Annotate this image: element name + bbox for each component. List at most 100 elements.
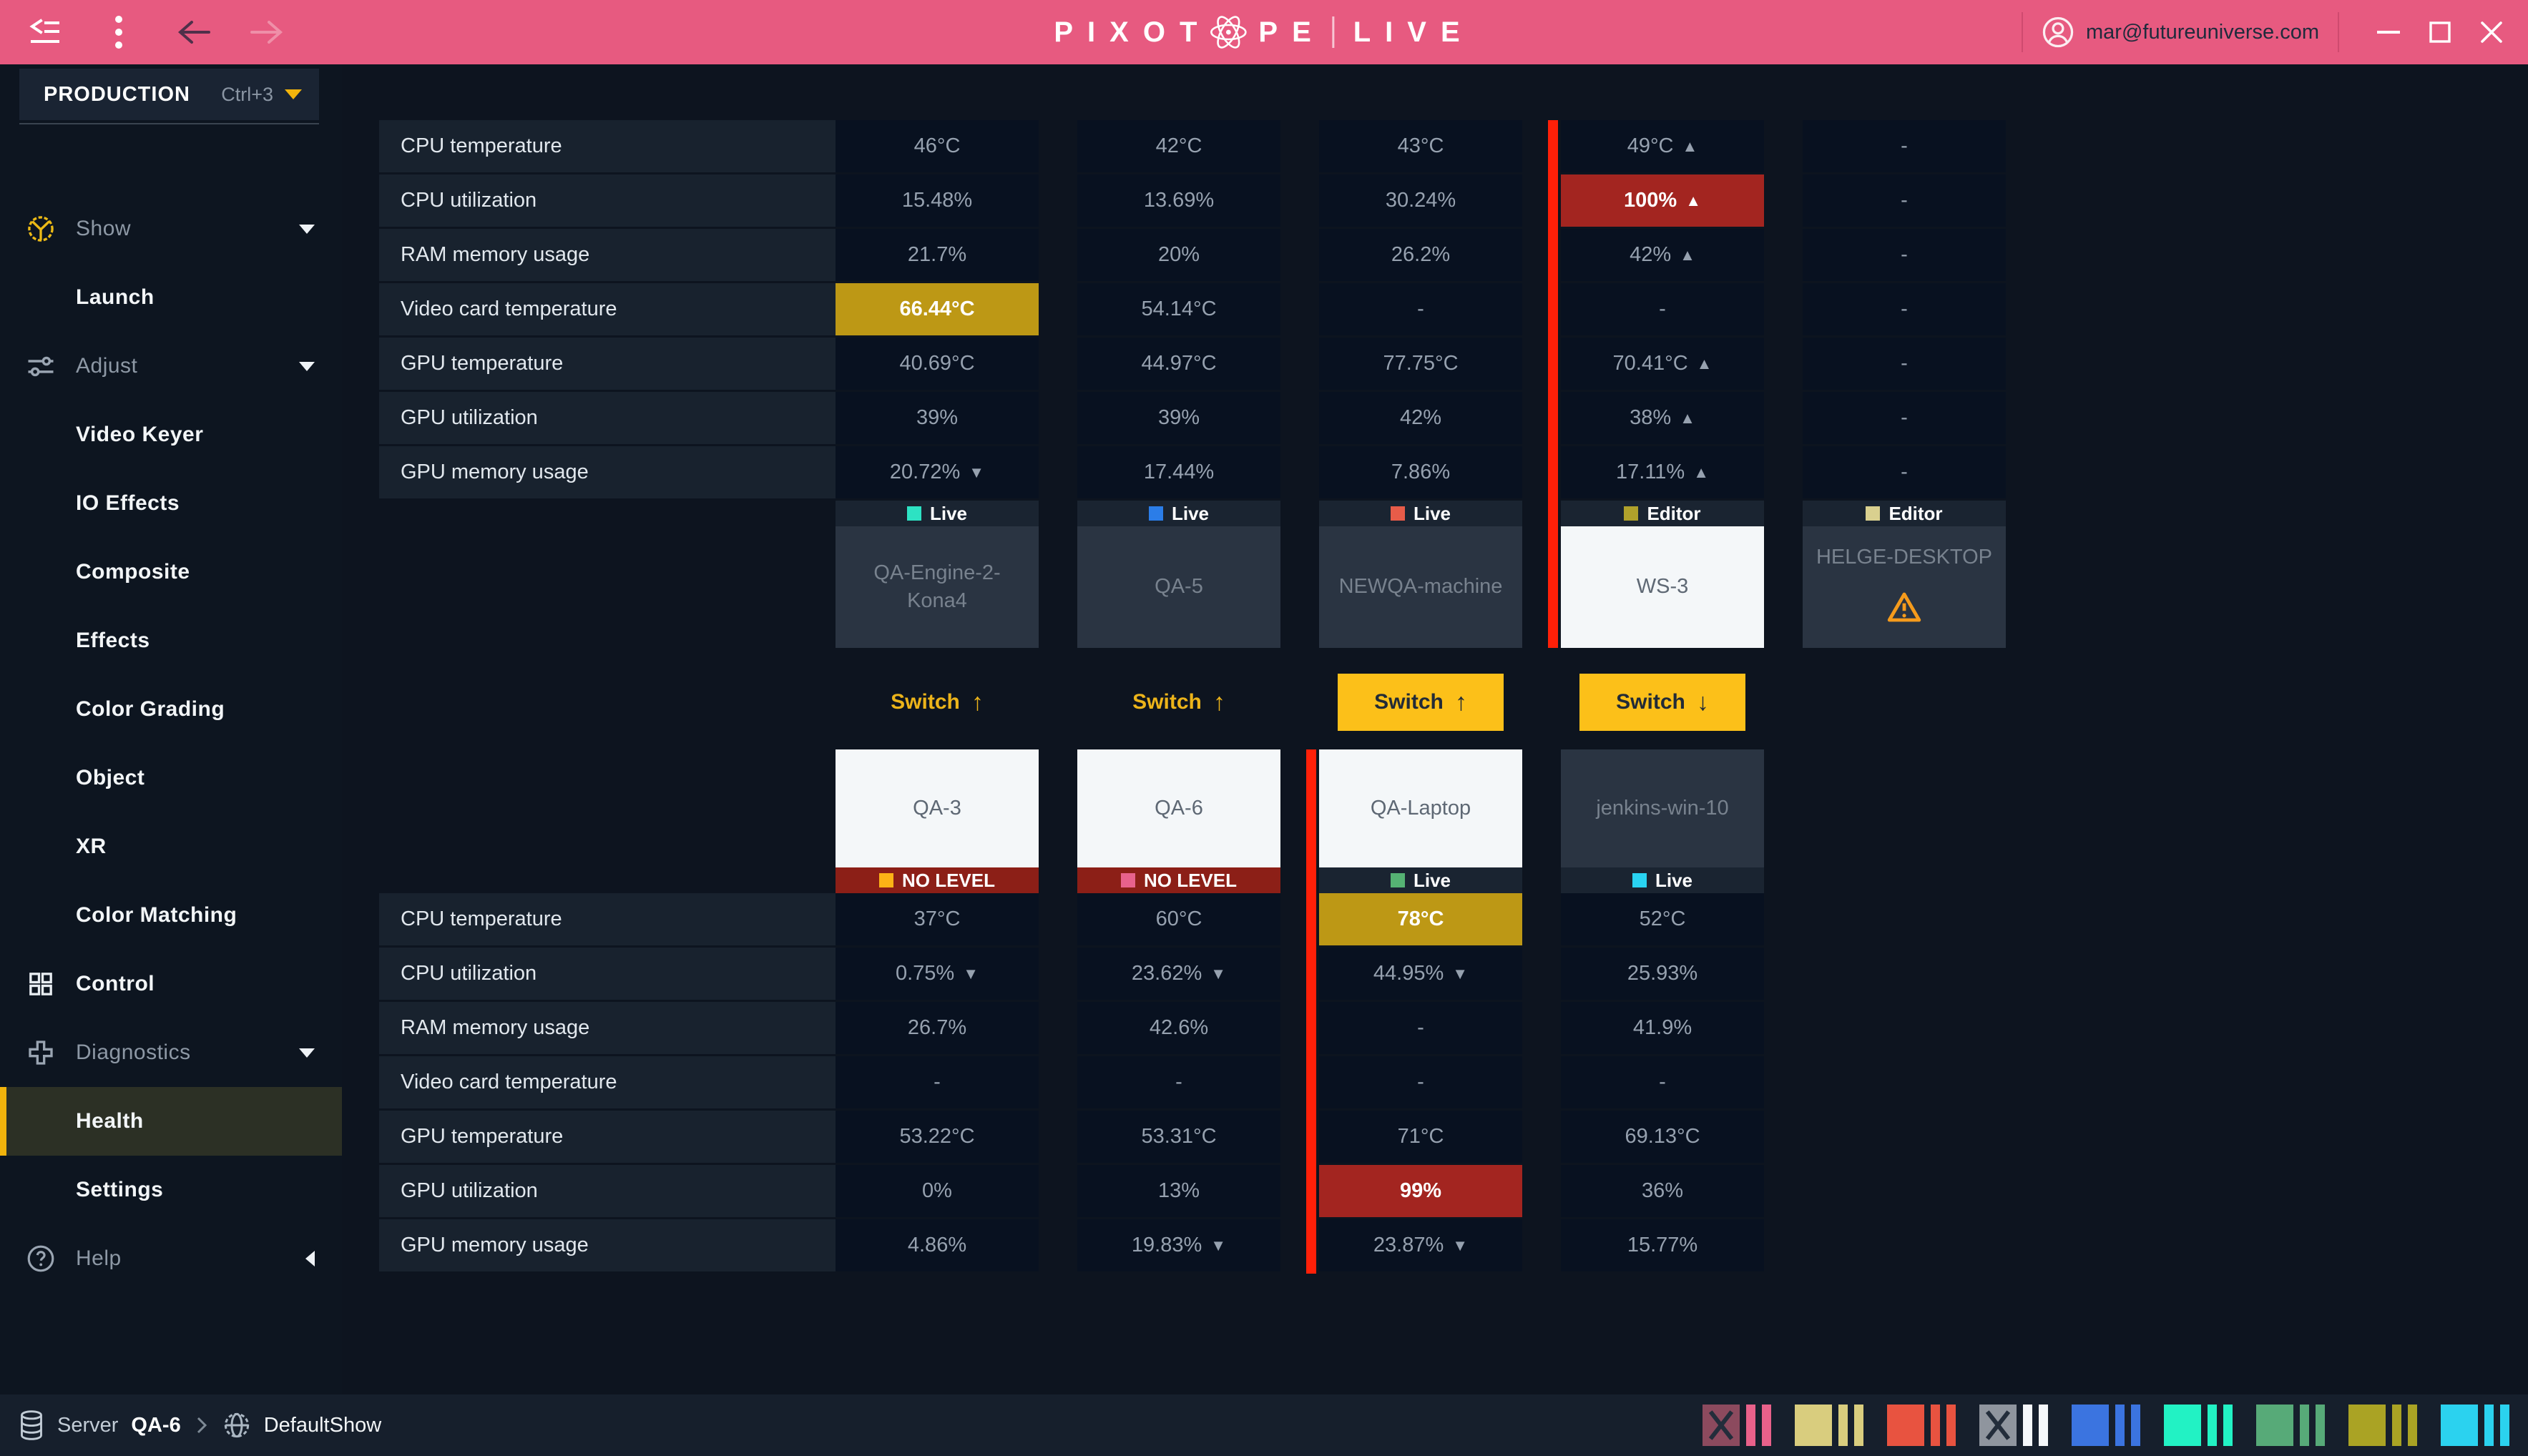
metric-value: 78°C [1397, 907, 1444, 930]
metric-value-cell: 42% ▲ [1561, 229, 1764, 281]
metric-value-cell: 99% [1319, 1165, 1522, 1217]
machine-name-card[interactable]: jenkins-win-10 [1561, 749, 1764, 867]
status-square-icon [878, 873, 893, 887]
switch-button[interactable]: Switch ↑ [1128, 688, 1230, 717]
sidebar-item-video-keyer[interactable]: Video Keyer [0, 400, 342, 469]
metric-row: Video card temperature 66.44°C 54.14°C - - - [379, 283, 2006, 335]
status-label: Live [1171, 502, 1210, 524]
production-selector[interactable]: PRODUCTION Ctrl+3 [19, 69, 319, 120]
machine-name-card[interactable]: QA-5 [1077, 526, 1280, 648]
sidebar-item-color-matching[interactable]: Color Matching [0, 881, 342, 950]
sidebar-item-help[interactable]: Help [0, 1224, 342, 1293]
level-bar [2408, 1405, 2417, 1446]
machine-name-card[interactable]: QA-Laptop [1319, 749, 1522, 867]
io-level-indicator [2348, 1405, 2417, 1446]
sidebar-item-control[interactable]: Control [0, 950, 342, 1018]
metric-value: - [1901, 461, 1908, 483]
metric-value-cell: 26.7% [836, 1002, 1039, 1054]
trend-down-icon: ▼ [963, 964, 979, 983]
metric-value-cell: - [1803, 120, 2006, 172]
metric-value: 40.69°C [899, 352, 975, 375]
level-block [2256, 1405, 2293, 1446]
sidebar-item-label: Diagnostics [76, 1041, 191, 1064]
metric-value: 15.77% [1627, 1234, 1698, 1256]
status-square-icon [1632, 873, 1647, 887]
production-label: PRODUCTION [44, 82, 190, 106]
level-bar [2115, 1405, 2125, 1446]
sidebar-item-object[interactable]: Object [0, 744, 342, 812]
machine-name-card[interactable]: WS-3 [1561, 526, 1764, 648]
switch-button[interactable]: Switch ↓ [1579, 674, 1745, 731]
level-bar [2300, 1405, 2309, 1446]
server-label: Server [57, 1413, 119, 1437]
arrow-up-icon: ↑ [1212, 688, 1225, 716]
row-spacer [379, 501, 836, 526]
sidebar-item-adjust[interactable]: Adjust [0, 332, 342, 400]
sidebar-item-label: Control [76, 972, 155, 995]
status-bar: Server QA-6 DefaultShow [0, 1394, 2528, 1456]
sidebar-item-health[interactable]: Health [0, 1087, 342, 1156]
collapse-sidebar-button[interactable] [21, 9, 67, 55]
more-options-icon[interactable] [96, 9, 142, 55]
trend-down-icon: ▼ [1452, 964, 1469, 983]
sidebar-item-effects[interactable]: Effects [0, 606, 342, 675]
maximize-button[interactable] [2419, 11, 2461, 53]
metric-value-cell: 25.93% [1561, 948, 1764, 1000]
sidebar-item-launch[interactable]: Launch [0, 263, 342, 332]
machine-name-card[interactable]: QA-Engine-2-Kona4 [836, 526, 1039, 648]
sidebar-item-label: Settings [76, 1178, 164, 1201]
metric-value: 100% [1624, 189, 1677, 212]
logo-live: LIVE [1353, 16, 1474, 48]
switch-button[interactable]: Switch ↑ [1338, 674, 1504, 731]
metric-value-cell: - [1803, 338, 2006, 390]
machine-name-card[interactable]: HELGE-DESKTOP [1803, 526, 2006, 648]
production-shortcut: Ctrl+3 [221, 83, 273, 105]
status-square-icon [1148, 506, 1163, 521]
status-badge: Editor [1803, 501, 2006, 526]
logo-separator [1332, 16, 1335, 48]
sidebar-item-xr[interactable]: XR [0, 812, 342, 881]
sidebar-item-diagnostics[interactable]: Diagnostics [0, 1018, 342, 1087]
status-label: Live [929, 502, 968, 524]
sidebar-item-show[interactable]: Show [0, 195, 342, 263]
metric-value-cell: 20% [1077, 229, 1280, 281]
metric-label: CPU utilization [379, 174, 836, 227]
sidebar-item-settings[interactable]: Settings [0, 1156, 342, 1224]
metric-value-cell: 23.62% ▼ [1077, 948, 1280, 1000]
server-breadcrumb[interactable]: Server QA-6 [19, 1410, 181, 1440]
metric-value-cell: 0% [836, 1165, 1039, 1217]
machine-name-card[interactable]: QA-3 [836, 749, 1039, 867]
back-button[interactable] [170, 9, 216, 55]
level-bar [2500, 1405, 2509, 1446]
machine-name: NEWQA-machine [1338, 575, 1503, 599]
sidebar-item-composite[interactable]: Composite [0, 538, 342, 606]
show-breadcrumb[interactable]: DefaultShow [222, 1411, 381, 1440]
metric-value-cell: 4.86% [836, 1219, 1039, 1271]
machine-name-card[interactable]: NEWQA-machine [1319, 526, 1522, 648]
minimize-button[interactable] [2368, 11, 2409, 53]
forward-button[interactable] [245, 9, 290, 55]
metric-value-cell: 60°C [1077, 893, 1280, 945]
status-label: Editor [1647, 502, 1701, 524]
level-bar [2023, 1405, 2032, 1446]
sidebar-item-color-grading[interactable]: Color Grading [0, 675, 342, 744]
status-square-icon [1390, 506, 1405, 521]
switch-button[interactable]: Switch ↑ [886, 688, 988, 717]
sidebar-item-label: Launch [76, 285, 155, 309]
metric-value-cell: 71°C [1319, 1111, 1522, 1163]
metric-value: 99% [1399, 1179, 1442, 1202]
level-bar [2208, 1405, 2217, 1446]
switch-slot: Switch ↑ [1319, 674, 1522, 731]
sidebar-item-label: Video Keyer [76, 423, 204, 446]
level-block [2072, 1405, 2109, 1446]
status-square-icon [1120, 873, 1135, 887]
metric-value: 42% [1630, 243, 1672, 266]
metric-value-cell: 21.7% [836, 229, 1039, 281]
user-account[interactable]: mar@futureuniverse.com [2042, 16, 2319, 49]
sidebar-item-io-effects[interactable]: IO Effects [0, 469, 342, 538]
machine-name-card[interactable]: QA-6 [1077, 749, 1280, 867]
metric-value: - [1659, 1071, 1666, 1093]
metric-value: 39% [916, 406, 959, 429]
machine-name: jenkins-win-10 [1596, 796, 1729, 820]
close-button[interactable] [2471, 11, 2512, 53]
